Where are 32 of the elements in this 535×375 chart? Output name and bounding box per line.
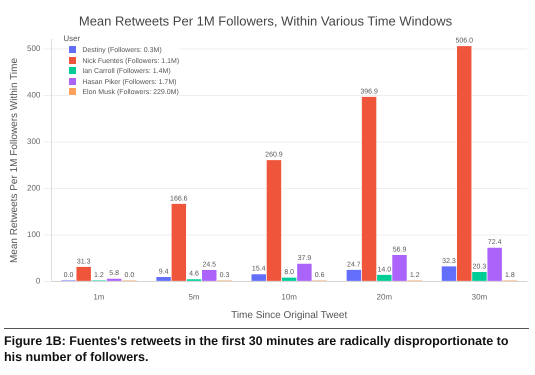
bar xyxy=(156,277,171,281)
x-tick-label: 5m xyxy=(188,292,200,302)
y-tick-label: 200 xyxy=(26,184,41,193)
bar xyxy=(297,264,312,281)
bar xyxy=(472,272,487,281)
bar xyxy=(252,274,266,281)
bar xyxy=(282,278,296,281)
x-axis-title: Time Since Original Tweet xyxy=(231,310,348,321)
bar xyxy=(202,270,216,281)
x-tick-label: 20m xyxy=(376,292,392,302)
y-tick-label: 100 xyxy=(26,230,41,240)
bar xyxy=(392,254,407,281)
chart-title: Mean Retweets Per 1M Followers, Within Various Time Windows xyxy=(78,13,453,28)
bar xyxy=(377,274,392,281)
bar xyxy=(172,204,186,281)
y-tick-label: 500 xyxy=(26,44,41,54)
x-tick-label: 30m xyxy=(472,292,488,302)
y-tick-label: 0 xyxy=(36,276,41,286)
y-tick-label: 400 xyxy=(26,90,41,100)
bar xyxy=(266,160,282,281)
y-axis-title: Mean Retweets Per 1M Followers Within Time xyxy=(8,58,20,264)
caption: Figure 1B: Fuentes's retweets in the first 30 minutes are radically disproportionate to his number of followers. xyxy=(4,328,529,365)
bar xyxy=(487,248,502,281)
bar xyxy=(456,46,472,281)
x-tick-label: 10m xyxy=(281,292,298,302)
bar xyxy=(442,266,456,281)
y-tick-label: 300 xyxy=(26,137,41,146)
bar xyxy=(346,270,362,281)
bar xyxy=(76,266,91,281)
legend-title: User xyxy=(63,34,82,44)
x-tick-label: 1m xyxy=(93,292,105,302)
bar xyxy=(362,96,376,281)
